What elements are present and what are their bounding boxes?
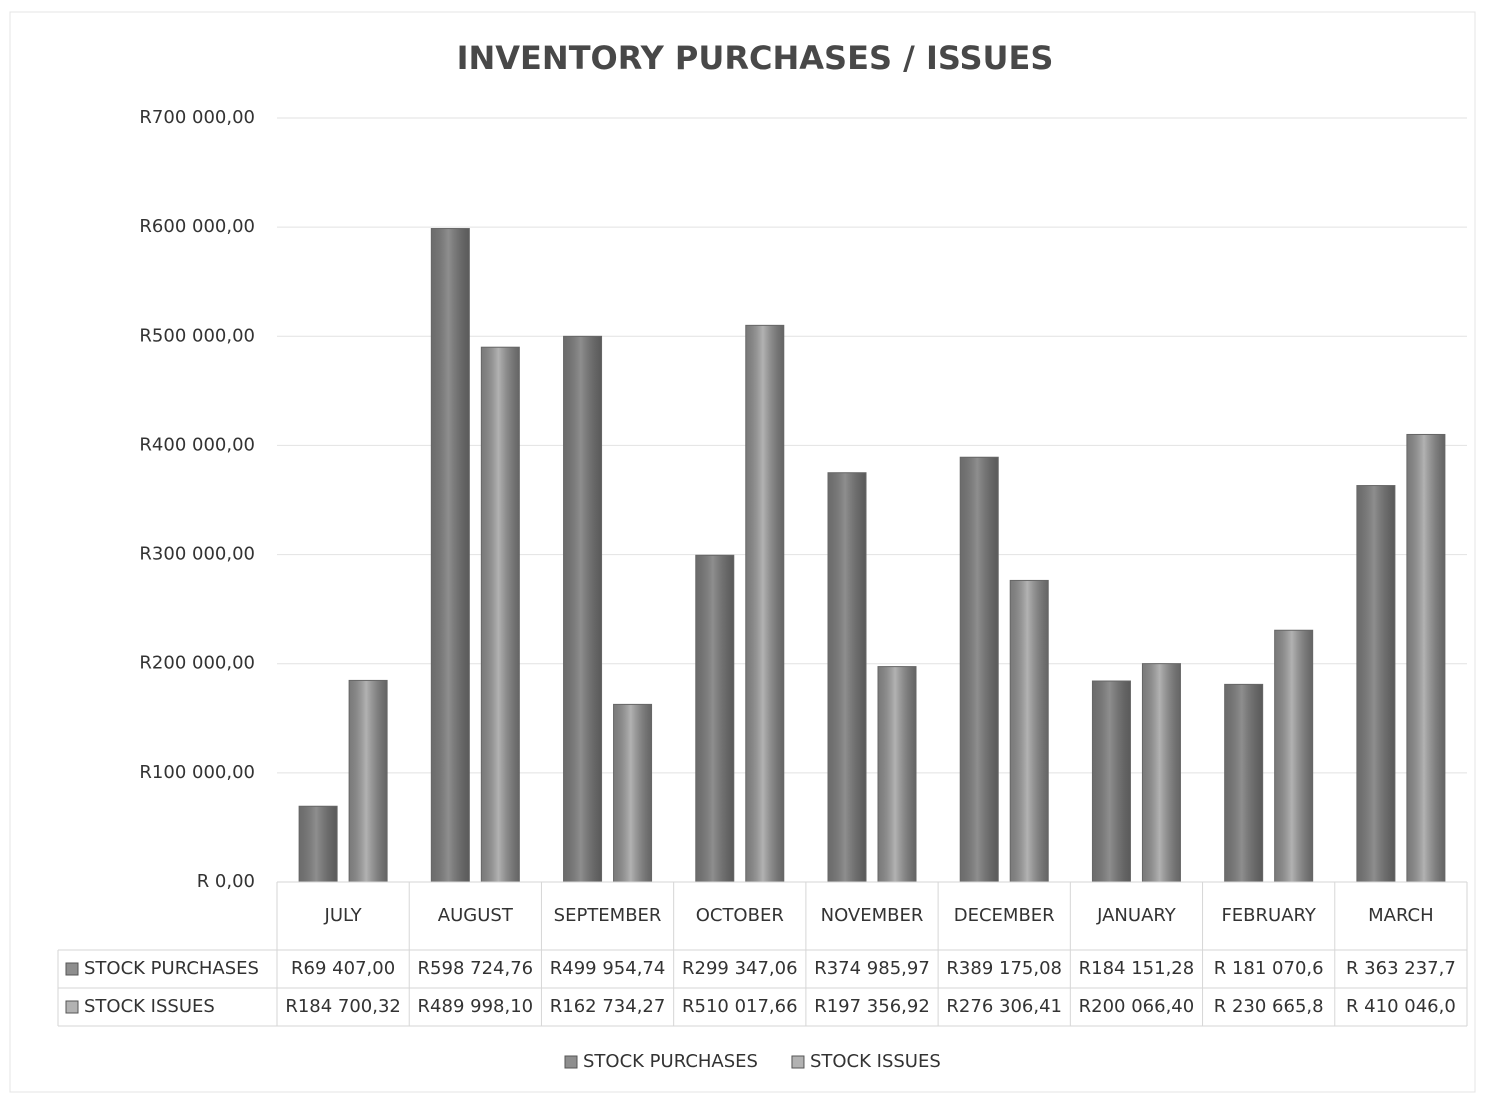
y-tick-label: R300 000,00 <box>139 544 255 565</box>
bar-group <box>695 554 735 883</box>
table-cell: R299 347,06 <box>682 958 798 979</box>
bar-shade <box>298 805 338 883</box>
bar-shade <box>1009 579 1049 883</box>
bar-group <box>348 679 388 883</box>
bar-group <box>1009 579 1049 883</box>
bar-shade <box>695 554 735 883</box>
x-tick-label: OCTOBER <box>696 905 784 926</box>
bar-shade <box>827 472 867 883</box>
table-cell: R 181 070,6 <box>1214 958 1324 979</box>
bar-group <box>480 346 520 883</box>
table-cell: R69 407,00 <box>291 958 395 979</box>
bar-shade <box>563 335 603 883</box>
table-key <box>65 1000 79 1014</box>
table-cell: R499 954,74 <box>550 958 666 979</box>
bar-shade <box>1274 629 1314 883</box>
bar-shade <box>959 456 999 883</box>
table-cell: R510 017,66 <box>682 996 798 1017</box>
table-cell: R 230 665,8 <box>1214 996 1324 1017</box>
table-cell: R 363 237,7 <box>1346 958 1456 979</box>
x-tick-label: NOVEMBER <box>821 905 924 926</box>
y-tick-label: R 0,00 <box>197 871 255 892</box>
x-tick-label: JULY <box>324 905 363 926</box>
bar-group <box>1091 680 1131 883</box>
bar-shade <box>877 666 917 883</box>
table-cell: R200 066,40 <box>1079 996 1195 1017</box>
table-cell: R598 724,76 <box>418 958 534 979</box>
bar-shade <box>1224 683 1264 883</box>
x-tick-label: FEBRUARY <box>1221 905 1316 926</box>
bar-shade <box>348 679 388 883</box>
bar-shade <box>1356 485 1396 883</box>
bar-group <box>877 666 917 883</box>
legend-swatch <box>564 1055 578 1069</box>
y-tick-label: R200 000,00 <box>139 653 255 674</box>
bar-shade <box>430 228 470 883</box>
table-row-header: STOCK ISSUES <box>84 996 215 1017</box>
table-cell: R162 734,27 <box>550 996 666 1017</box>
table-cell: R374 985,97 <box>814 958 930 979</box>
bar-group <box>563 335 603 883</box>
y-tick-label: R500 000,00 <box>139 325 255 346</box>
legend-label: STOCK PURCHASES <box>583 1051 758 1072</box>
x-tick-label: JANUARY <box>1096 905 1177 926</box>
bar-shade <box>1141 663 1181 883</box>
table-cell: R197 356,92 <box>814 996 930 1017</box>
bar-group <box>827 472 867 883</box>
table-cell: R184 151,28 <box>1079 958 1195 979</box>
bar-shade <box>613 703 653 883</box>
bar-shade <box>1406 433 1446 883</box>
y-tick-label: R400 000,00 <box>139 434 255 455</box>
x-tick-label: SEPTEMBER <box>554 905 662 926</box>
bar-group <box>1141 663 1181 883</box>
bar-group <box>430 228 470 883</box>
bar-shade <box>480 346 520 883</box>
table-cell: R276 306,41 <box>946 996 1062 1017</box>
table-cell: R184 700,32 <box>285 996 401 1017</box>
bar-group <box>298 805 338 883</box>
chart-title: INVENTORY PURCHASES / ISSUES <box>457 39 1054 77</box>
table-row-header: STOCK PURCHASES <box>84 958 259 979</box>
y-tick-label: R700 000,00 <box>139 107 255 128</box>
y-tick-label: R600 000,00 <box>139 216 255 237</box>
bar-shade <box>745 324 785 883</box>
legend-swatch <box>791 1055 805 1069</box>
table-cell: R489 998,10 <box>418 996 534 1017</box>
bar-group <box>1274 629 1314 883</box>
chart-border <box>9 11 1476 1093</box>
bar-group <box>1356 485 1396 883</box>
table-key <box>65 962 79 976</box>
x-tick-label: MARCH <box>1368 905 1434 926</box>
x-tick-label: AUGUST <box>438 905 514 926</box>
x-tick-label: DECEMBER <box>954 905 1055 926</box>
bar-shade <box>1091 680 1131 883</box>
bar-group <box>745 324 785 883</box>
bar-group <box>1224 683 1264 883</box>
bar-group <box>613 703 653 883</box>
bar-group <box>959 456 999 883</box>
y-tick-label: R100 000,00 <box>139 762 255 783</box>
table-cell: R389 175,08 <box>946 958 1062 979</box>
bar-group <box>1406 433 1446 883</box>
legend-label: STOCK ISSUES <box>810 1051 941 1072</box>
table-cell: R 410 046,0 <box>1346 996 1456 1017</box>
